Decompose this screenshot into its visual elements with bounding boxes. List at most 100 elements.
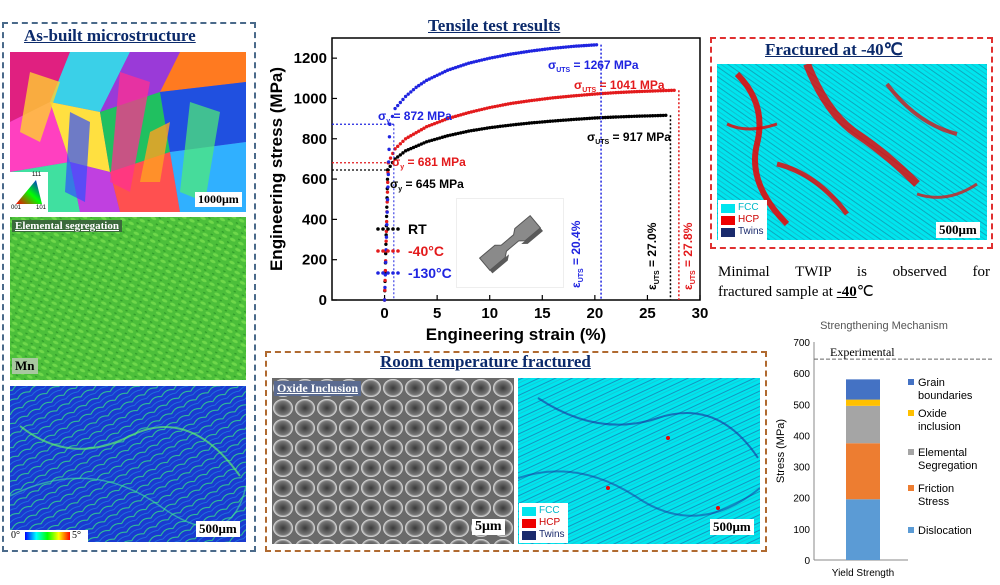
data-point — [577, 117, 581, 121]
data-point — [403, 149, 408, 153]
left-panel — [2, 22, 256, 552]
data-point — [398, 100, 403, 105]
data-point — [424, 140, 429, 144]
data-point — [409, 90, 413, 94]
data-point — [453, 132, 458, 136]
data-point — [417, 129, 421, 133]
data-point — [383, 268, 388, 273]
fractured-40-legend: FCC HCP Twins — [718, 200, 767, 240]
data-point — [438, 72, 442, 76]
data-point — [519, 100, 523, 104]
bar-segment — [846, 379, 880, 400]
data-point — [396, 144, 400, 149]
ys-rt-annotation: σy = 645 MPa — [390, 177, 464, 193]
data-point — [448, 133, 452, 137]
data-point — [593, 92, 597, 96]
data-point — [440, 118, 445, 123]
data-point — [422, 126, 426, 130]
data-point — [509, 101, 513, 106]
data-point — [658, 113, 663, 118]
y-tick-label: 1200 — [294, 50, 327, 67]
strengthening-chart: Strengthening Mechanism 0 100 200 300 400 500 6… — [775, 320, 994, 579]
data-point — [474, 128, 479, 132]
ipf-key-001: 001 — [11, 205, 22, 211]
legend-hcp: HCP — [721, 214, 764, 226]
data-point — [527, 121, 531, 125]
data-point — [488, 125, 492, 130]
data-point — [632, 114, 636, 118]
bar-y-tick-label: 100 — [793, 525, 810, 536]
data-point — [490, 105, 495, 109]
data-point — [556, 46, 560, 50]
y-tick-label: 600 — [302, 171, 327, 188]
data-point — [572, 117, 576, 122]
data-point — [566, 118, 571, 122]
data-point — [384, 235, 389, 239]
data-point — [477, 108, 481, 112]
data-point — [482, 107, 487, 111]
data-point — [577, 44, 581, 48]
data-point — [430, 76, 434, 80]
fractured-40-title: Fractured at -40℃ — [765, 40, 903, 59]
legend-label: -130°C — [408, 265, 452, 281]
data-point — [445, 116, 450, 121]
data-point — [603, 115, 608, 120]
data-point — [606, 91, 610, 95]
data-point — [672, 88, 676, 92]
data-point — [519, 50, 523, 55]
data-point — [558, 95, 563, 99]
eu-rt-annotation: εUTS = 27.0% — [645, 222, 661, 290]
data-point — [574, 93, 579, 98]
legend-label: -40°C — [408, 243, 444, 259]
data-point — [622, 115, 626, 119]
data-point — [385, 197, 390, 202]
data-point — [440, 135, 445, 139]
data-point — [461, 112, 466, 116]
data-point — [396, 155, 400, 159]
data-point — [611, 91, 615, 95]
data-point — [384, 242, 388, 246]
uts-rt-annotation: σUTS = 917 MPa — [587, 130, 671, 146]
data-point — [386, 168, 390, 172]
data-point — [627, 114, 631, 119]
data-point — [664, 88, 668, 93]
data-point — [624, 114, 629, 119]
bar-y-tick-label: 500 — [793, 400, 810, 411]
data-point — [593, 116, 597, 120]
data-point — [472, 60, 476, 64]
data-point — [514, 101, 518, 105]
data-point — [406, 92, 410, 96]
data-point — [464, 111, 468, 116]
data-point — [385, 222, 389, 227]
data-point — [501, 53, 505, 58]
data-point — [524, 99, 529, 103]
data-point — [435, 137, 439, 141]
room-temp-title: Room temperature fractured — [380, 352, 591, 371]
data-point — [585, 93, 589, 97]
data-point — [401, 139, 405, 143]
bar-legend-label: Oxide — [918, 408, 947, 420]
rt-legend-fcc: FCC — [522, 505, 565, 517]
data-point — [530, 98, 534, 103]
ipf-key: 111 001 101 — [10, 172, 48, 212]
series-0 — [332, 113, 672, 302]
experimental-label: Experimental — [830, 345, 895, 359]
data-point — [427, 123, 431, 128]
data-point — [522, 121, 526, 126]
data-point — [569, 94, 573, 98]
data-point — [459, 131, 463, 135]
data-point — [595, 92, 600, 96]
data-point — [608, 115, 613, 119]
data-point — [616, 115, 621, 119]
data-point — [614, 90, 618, 95]
data-point — [482, 126, 487, 131]
legend-label: RT — [408, 221, 427, 237]
bar-legend-label-2: inclusion — [918, 421, 961, 433]
data-point — [387, 160, 391, 164]
data-point — [537, 48, 542, 52]
data-point — [572, 94, 576, 98]
data-point — [656, 113, 660, 118]
data-point — [590, 116, 594, 120]
data-point — [383, 260, 388, 265]
